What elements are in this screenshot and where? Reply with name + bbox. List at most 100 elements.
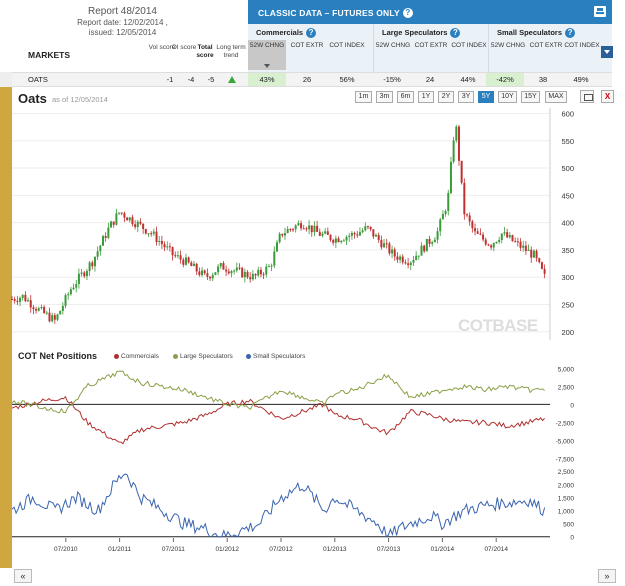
candle-body: [72, 287, 75, 290]
small-spec-cot-index-header[interactable]: COT INDEX: [564, 42, 600, 49]
candle-body: [150, 233, 153, 235]
table-row[interactable]: OATS -1 -4 -5 43% 26 56% -15% 24 44% -42…: [10, 72, 612, 87]
previous-button[interactable]: «: [14, 569, 32, 583]
candle-body: [265, 266, 268, 275]
candle-body: [321, 233, 324, 236]
next-button[interactable]: »: [598, 569, 616, 583]
candle-body: [506, 232, 509, 238]
candle-body: [284, 233, 287, 236]
print-icon[interactable]: [580, 90, 594, 103]
range-1y-button[interactable]: 1Y: [418, 91, 434, 103]
small-spec-cot-extr-header[interactable]: COT EXTR: [529, 42, 563, 49]
candle-body: [270, 265, 273, 267]
candle-body: [358, 232, 361, 236]
trend-up-arrow-icon: [228, 76, 236, 83]
price-tick-label: 450: [561, 191, 574, 200]
candle-body: [134, 224, 137, 228]
x-tick-label: 01/2014: [431, 546, 455, 553]
candle-body: [176, 255, 179, 257]
range-2y-button[interactable]: 2Y: [438, 91, 454, 103]
help-icon[interactable]: ?: [306, 28, 317, 38]
candle-body: [417, 255, 420, 257]
candle-body: [195, 263, 198, 272]
candle-body: [522, 245, 525, 248]
report-info: Report 48/2014 Report date: 12/02/2014 ,…: [0, 0, 245, 72]
candle-body: [155, 231, 158, 243]
candle-body: [399, 256, 402, 260]
commercials-cot-index-header[interactable]: COT INDEX: [329, 42, 365, 49]
range-6m-button[interactable]: 6m: [397, 91, 414, 103]
candle-body: [377, 234, 380, 240]
candle-body: [131, 217, 134, 225]
candle-body: [275, 242, 278, 252]
commercials-52w-chng-header[interactable]: 52W CHNG: [248, 40, 286, 70]
candle-body: [313, 225, 316, 233]
candle-body: [300, 223, 303, 229]
large-spec-52w-chng-header[interactable]: 52W CHNG: [375, 42, 411, 49]
small-spec-52w-chng-header[interactable]: 52W CHNG: [490, 42, 526, 49]
sidebar-handle[interactable]: [0, 72, 12, 87]
candle-body: [219, 263, 222, 267]
candle-body: [217, 266, 220, 273]
small-spec-cot-extr: 38: [538, 75, 548, 84]
candle-body: [201, 270, 204, 276]
chevron-down-icon[interactable]: [601, 46, 613, 58]
range-5y-button[interactable]: 5Y: [478, 91, 494, 103]
close-icon[interactable]: X: [601, 90, 614, 103]
series-line-large-speculators: [11, 370, 545, 414]
candle-body: [273, 251, 276, 266]
net-positions-title: COT Net Positions: [18, 351, 98, 361]
help-icon[interactable]: ?: [402, 8, 413, 18]
small-spec-tick-label: 2,500: [558, 469, 575, 476]
candle-body: [487, 244, 490, 246]
range-3m-button[interactable]: 3m: [376, 91, 393, 103]
price-tick-label: 500: [561, 164, 574, 173]
range-3y-button[interactable]: 3Y: [458, 91, 474, 103]
candle-body: [305, 228, 308, 230]
range-10y-button[interactable]: 10Y: [498, 91, 517, 103]
candle-body: [128, 217, 131, 221]
net-tick-label: 0: [570, 402, 574, 409]
candle-body: [532, 250, 535, 258]
commercials-cot-extr-header[interactable]: COT EXTR: [290, 42, 324, 49]
candle-body: [495, 241, 498, 244]
candle-body: [527, 249, 530, 252]
long-term-trend-header: Long term trend: [216, 44, 246, 59]
large-spec-cot-extr: 24: [425, 75, 435, 84]
candle-body: [93, 256, 96, 267]
market-name[interactable]: OATS: [28, 75, 48, 84]
candle-body: [13, 299, 16, 301]
candle-body: [115, 213, 118, 225]
large-spec-cot-index-header[interactable]: COT INDEX: [451, 42, 487, 49]
range-15y-button[interactable]: 15Y: [521, 91, 540, 103]
net-tick-label: -7,500: [556, 456, 575, 463]
legend-dot-icon: [173, 353, 178, 359]
candle-body: [187, 257, 190, 263]
candle-body: [423, 245, 426, 252]
help-icon[interactable]: ?: [450, 28, 461, 38]
legend-small-speculators: Small Speculators: [246, 353, 305, 360]
candle-body: [61, 305, 64, 311]
candle-body: [40, 306, 43, 309]
small-spec-tick-label: 1,000: [558, 509, 575, 516]
candle-body: [85, 270, 88, 277]
print-icon[interactable]: [594, 6, 606, 17]
candle-body: [540, 262, 543, 269]
x-tick-label: 01/2012: [215, 546, 239, 553]
candle-body: [401, 256, 404, 263]
large-spec-52w-chng: -15%: [383, 75, 401, 84]
candle-body: [99, 245, 102, 252]
candle-body: [184, 257, 187, 265]
candle-body: [179, 255, 182, 260]
range-max-button[interactable]: MAX: [545, 91, 567, 103]
candle-body: [393, 249, 396, 257]
candle-body: [43, 306, 46, 314]
range-1m-button[interactable]: 1m: [355, 91, 372, 103]
large-spec-cot-extr-header[interactable]: COT EXTR: [414, 42, 448, 49]
candle-body: [455, 126, 458, 141]
candle-body: [492, 243, 495, 248]
candle-body: [160, 240, 163, 245]
help-icon[interactable]: ?: [565, 28, 576, 38]
candle-body: [484, 239, 487, 245]
candle-body: [468, 215, 471, 222]
